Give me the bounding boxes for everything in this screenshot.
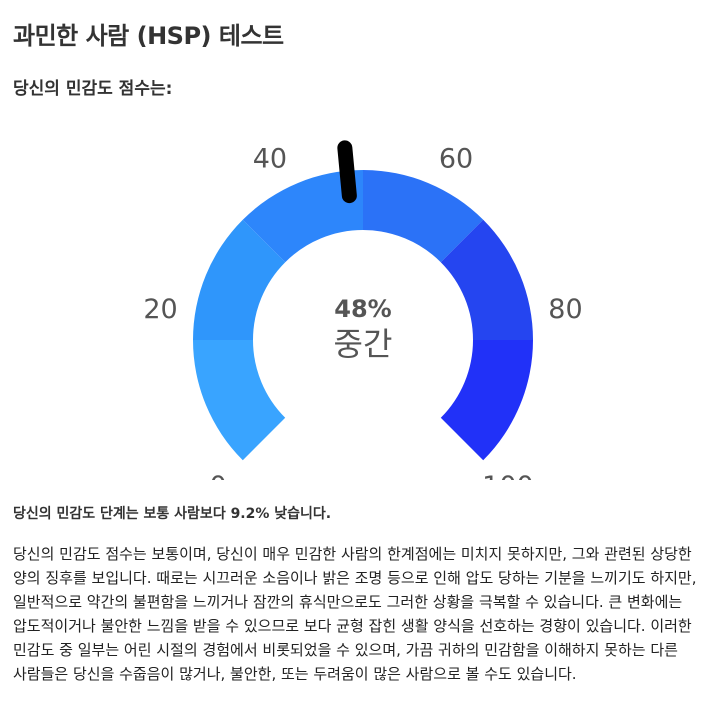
gauge-segment-3 [242,170,363,263]
result-summary: 당신의 민감도 단계는 보통 사람보다 9.2% 낮습니다. [13,506,332,522]
gauge-tick-labels: 0 20 40 60 80 100 [143,143,582,480]
gauge-segment-4 [363,170,484,263]
gauge-value-label: 48% [334,295,391,323]
gauge-needle [337,140,357,204]
result-description: 당신의 민감도 점수는 보통이며, 당신이 매우 민감한 사람의 한계점에는 미… [13,545,697,683]
gauge-tick-label: 20 [143,294,177,325]
gauge-tick-label: 80 [548,294,582,325]
gauge-tick-label: 0 [209,471,226,480]
score-heading: 당신의 민감도 점수는: [13,79,173,99]
gauge-segment-1 [193,340,286,461]
gauge-segment-6 [440,340,533,461]
gauge-segment-2 [193,219,286,340]
gauge-tick-label: 60 [439,143,473,174]
gauge-tick-label: 100 [482,471,534,480]
gauge-level-label: 중간 [334,325,393,363]
page-title: 과민한 사람 (HSP) 테스트 [13,22,284,50]
gauge-tick-label: 40 [253,143,287,174]
gauge-svg: 0 20 40 60 80 100 48% 중간 [143,140,583,480]
sensitivity-gauge: 0 20 40 60 80 100 48% 중간 [0,110,726,480]
gauge-segment-5 [440,219,533,340]
gauge-segments [193,170,533,461]
